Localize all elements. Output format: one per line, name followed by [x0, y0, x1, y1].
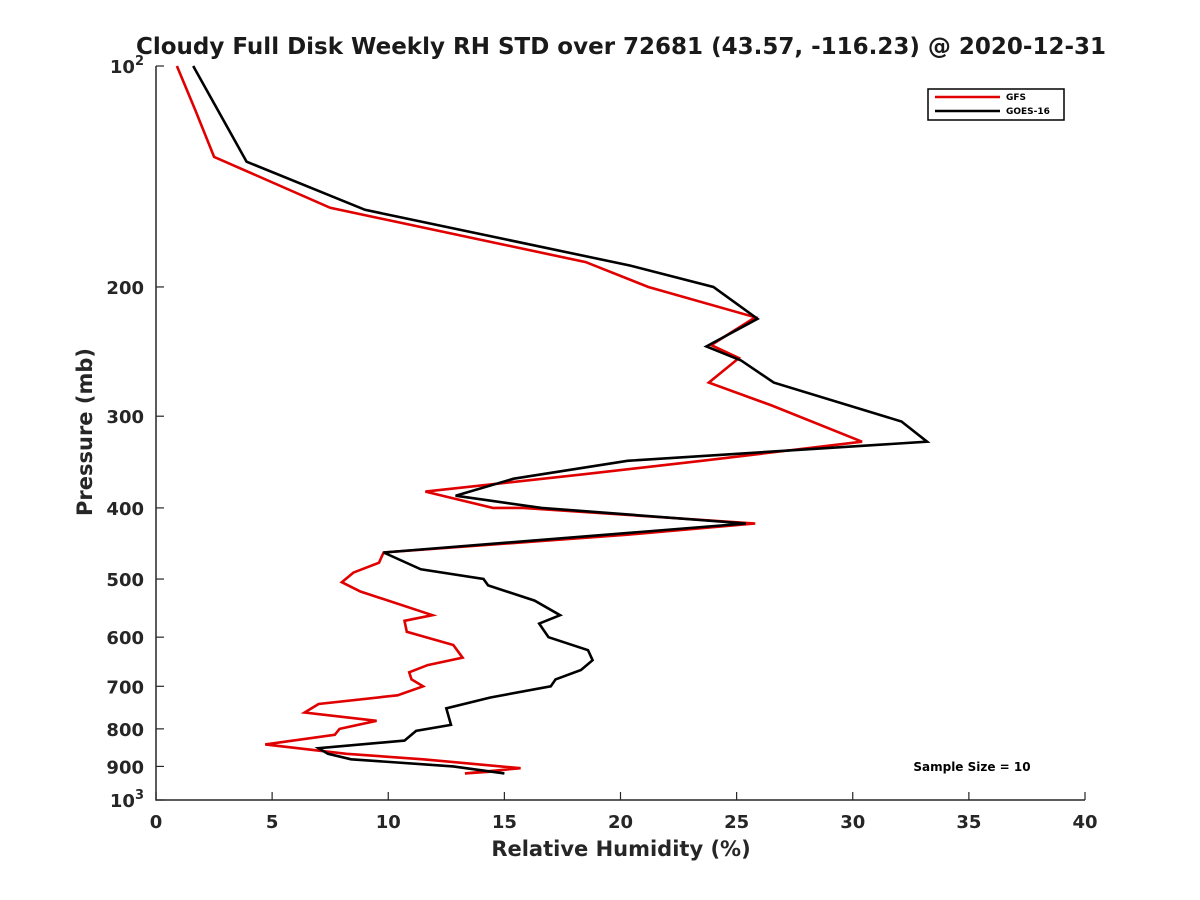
- x-axis-ticks: 0 5 10 15 20 25 30 35 40: [150, 792, 1098, 833]
- series-line-goes-16: [192, 65, 931, 775]
- chart-title: Cloudy Full Disk Weekly RH STD over 7268…: [136, 34, 1106, 60]
- series-layer: [175, 65, 931, 775]
- y-tick-label: 103: [110, 788, 144, 812]
- y-axis-ticks: 102 200 300 400 500 600 700 800 900 103: [106, 54, 164, 812]
- plot-area: 0 5 10 15 20 25 30 35 40 102 200 300 400 500 600 700 80…: [106, 54, 1097, 833]
- y-tick-label: 400: [106, 499, 144, 520]
- sample-size-annotation: Sample Size = 10: [913, 760, 1030, 774]
- y-tick-label: 500: [106, 570, 144, 591]
- y-tick-label: 800: [106, 720, 144, 741]
- legend-label: GFS: [1006, 93, 1026, 103]
- x-tick-label: 20: [608, 812, 633, 833]
- x-tick-label: 15: [492, 812, 517, 833]
- legend: GFS GOES-16: [927, 88, 1065, 121]
- y-axis-label: Pressure (mb): [73, 348, 97, 516]
- x-axis-label: Relative Humidity (%): [491, 837, 750, 861]
- y-tick-label: 600: [106, 628, 144, 649]
- x-tick-label: 10: [376, 812, 401, 833]
- legend-label: GOES-16: [1006, 107, 1050, 117]
- series-line-gfs: [175, 65, 863, 775]
- y-tick-label: 900: [106, 757, 144, 778]
- x-tick-label: 35: [956, 812, 981, 833]
- legend-box: [927, 88, 1065, 121]
- x-tick-label: 40: [1072, 812, 1097, 833]
- y-tick-label: 200: [106, 278, 144, 299]
- y-tick-label: 102: [110, 54, 144, 78]
- y-tick-label: 700: [106, 677, 144, 698]
- x-tick-label: 25: [724, 812, 749, 833]
- y-tick-label: 300: [106, 407, 144, 428]
- plot-background: [156, 66, 1085, 800]
- x-tick-label: 0: [150, 812, 163, 833]
- x-tick-label: 30: [840, 812, 865, 833]
- x-tick-label: 5: [266, 812, 279, 833]
